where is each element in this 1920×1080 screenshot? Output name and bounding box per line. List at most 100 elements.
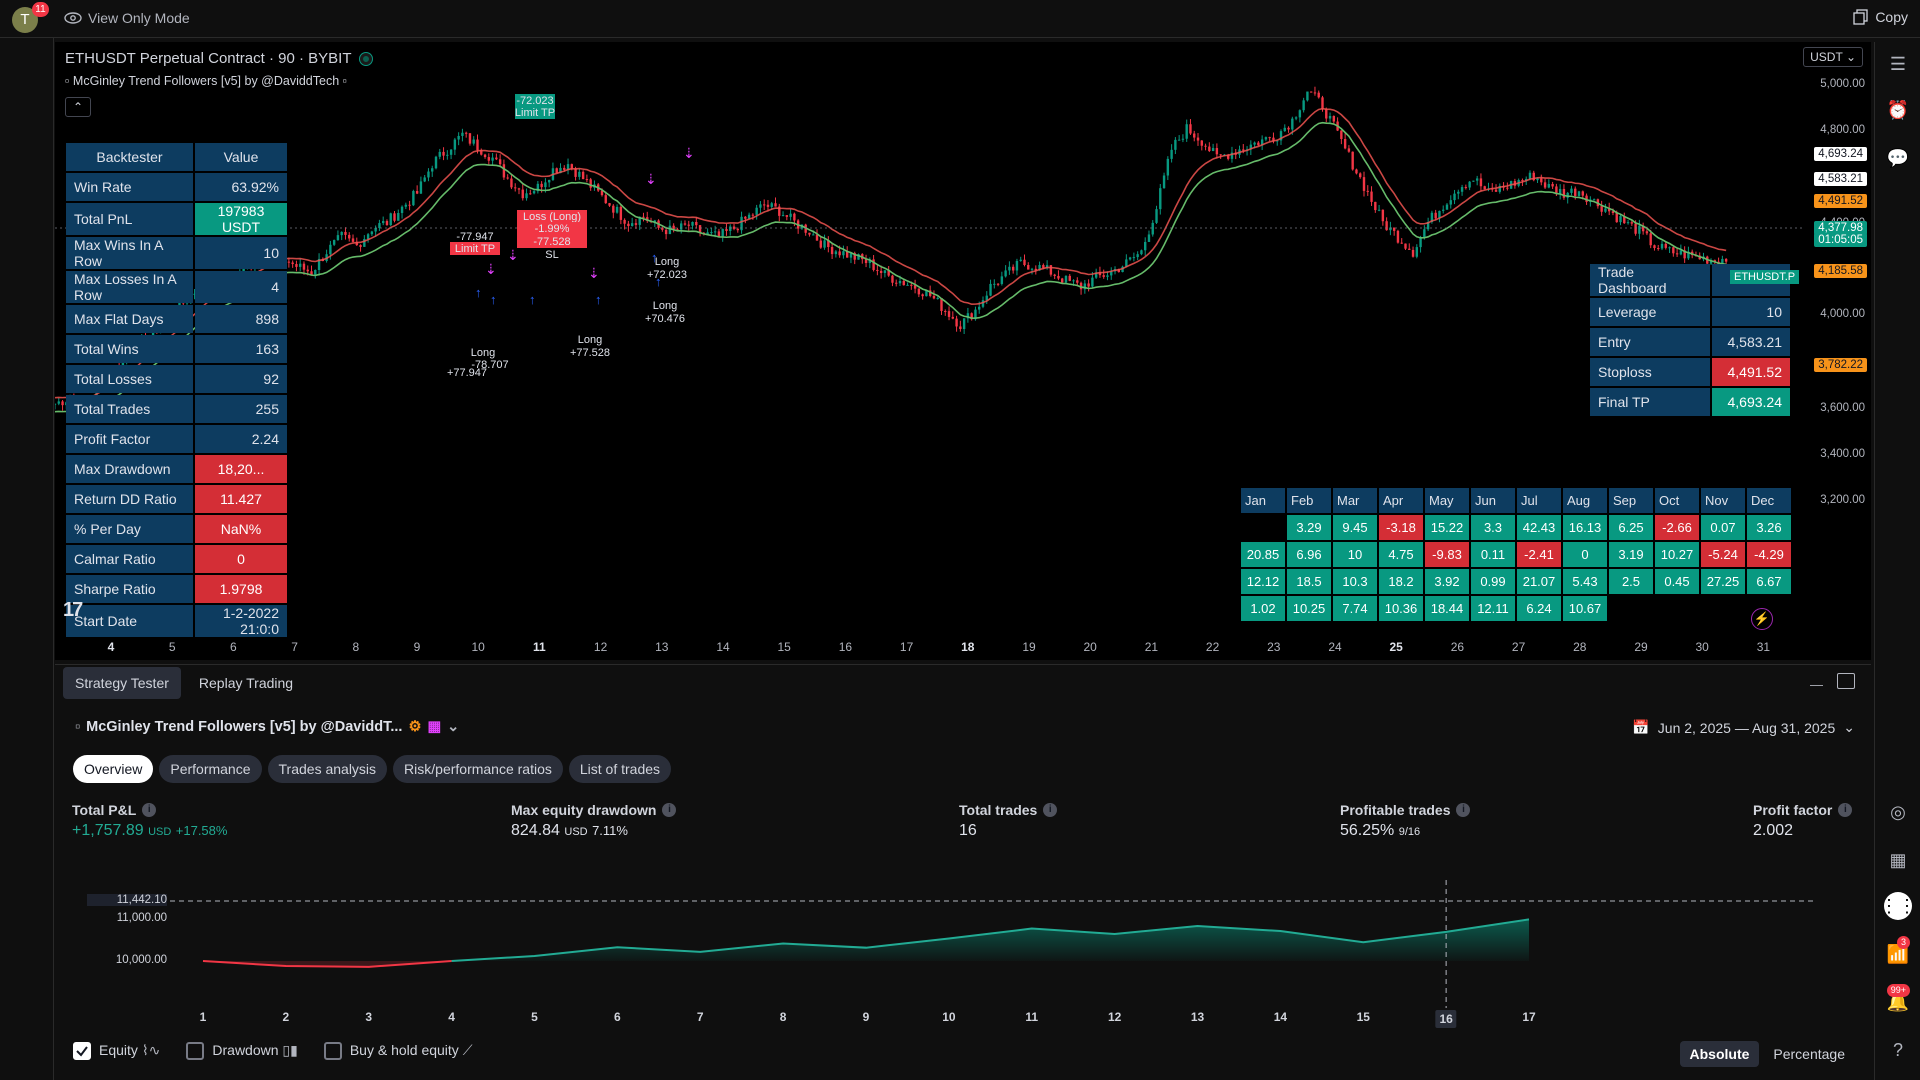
signal-feed-icon[interactable]: 📶 3 [1886, 936, 1910, 964]
price-chart[interactable]: -72.023 Limit TP Loss (Long) -1.99% -77.528 S… [55, 42, 1871, 660]
chevron-down-icon: ⌄ [447, 719, 460, 735]
checkbox-checked-icon[interactable] [73, 1042, 91, 1061]
info-icon[interactable]: i [662, 803, 677, 817]
metric-unit: USD [564, 826, 588, 838]
tab-list-of-trades[interactable]: List of trades [568, 755, 672, 783]
checkbox-icon[interactable] [186, 1042, 205, 1061]
long-entry-arrow-icon: ↑ [475, 285, 482, 300]
candle-body [1630, 222, 1634, 224]
strategy-selector[interactable]: ▫ McGinley Trend Followers [v5] by @Davi… [75, 719, 459, 735]
candle-body [381, 221, 385, 224]
help-icon[interactable]: ? [1892, 1039, 1903, 1060]
mode-absolute[interactable]: Absolute [1679, 1041, 1760, 1067]
time-tick: 16 [838, 640, 853, 654]
info-icon[interactable]: i [142, 803, 157, 817]
tab-replay-trading[interactable]: Replay Trading [198, 675, 294, 691]
apps-grid-icon[interactable]: ⋮⋮ [1880, 892, 1916, 920]
exit-arrow-icon: ⇣ [485, 261, 497, 277]
date-range-selector[interactable]: 📅 Jun 2, 2025 — Aug 31, 2025 ⌄ [1632, 719, 1855, 736]
tab-performance[interactable]: Performance [159, 755, 262, 783]
info-icon[interactable]: i [1838, 803, 1853, 817]
indicator-settings-icon[interactable]: ▫ [339, 74, 348, 88]
watchlist-icon[interactable]: ☰ [1889, 53, 1907, 74]
strategy-calendar-icon[interactable]: ▦ [427, 719, 442, 735]
candle-body [1079, 282, 1083, 290]
tab-strategy-tester[interactable]: Strategy Tester [63, 667, 181, 699]
candle-body [1438, 210, 1441, 219]
indicator-legend[interactable]: ▫ McGinley Trend Followers [v5] by @Davi… [65, 74, 347, 88]
legend-drawdown[interactable]: Drawdown ▯▮ [186, 1042, 298, 1061]
candle-body [385, 221, 389, 226]
info-icon[interactable]: i [1043, 803, 1058, 817]
tab-trades-analysis[interactable]: Trades analysis [267, 755, 388, 783]
checkbox-icon[interactable] [323, 1042, 342, 1061]
currency-select[interactable]: USDT ⌄ [1803, 47, 1863, 67]
candle-body [698, 225, 702, 233]
trade-marker-bg [450, 242, 500, 255]
candle-body [766, 204, 770, 207]
candle-body [683, 223, 687, 225]
candle-body [1268, 137, 1271, 139]
collapse-legend-button[interactable]: ⌃ [65, 97, 91, 117]
candle-body [1196, 137, 1200, 141]
candle-body [1713, 260, 1717, 262]
calendar-icon[interactable]: ▦ [1889, 849, 1907, 870]
candle-body [1125, 259, 1128, 267]
legend-buy-hold[interactable]: Buy & hold equity ⟋ [323, 1042, 473, 1061]
tab-risk-ratios[interactable]: Risk/performance ratios [393, 755, 563, 783]
notifications-icon[interactable]: 🔔 99+ [1886, 984, 1910, 1012]
copy-button[interactable]: Copy [1853, 9, 1908, 25]
dashboard-value-cell: 4,583.21 [1712, 328, 1790, 356]
lightning-icon[interactable]: ⚡ [1751, 608, 1773, 630]
metric-name-cell: Profit Factor [66, 425, 193, 453]
legend-equity[interactable]: Equity ⌇∿ [73, 1042, 160, 1061]
info-icon[interactable]: i [1456, 803, 1471, 817]
time-tick: 11 [533, 640, 546, 654]
target-icon[interactable]: ◎ [1890, 801, 1906, 822]
candle-body [412, 191, 415, 206]
price-tag: 3,782.22 [1814, 358, 1867, 372]
backtester-table: Backtester Value Win Rate 63.92% Total PnL 19… [64, 141, 289, 639]
tab-overview[interactable]: Overview [73, 755, 154, 783]
chat-icon[interactable]: 💬 [1886, 147, 1910, 168]
candle-body [397, 213, 400, 221]
maximize-panel-icon[interactable] [1837, 673, 1855, 689]
month-value-cell [1241, 515, 1285, 540]
legend-label: Equity [99, 1042, 138, 1058]
month-value-cell: 10.25 [1287, 596, 1331, 621]
candle-body [1027, 265, 1030, 270]
candle-body [1460, 187, 1464, 192]
candle-body [1038, 265, 1041, 271]
candle-body [849, 253, 853, 258]
candle-body [1396, 230, 1400, 243]
price-tag: 4,377.98 [1814, 221, 1867, 235]
notification-badge: 11 [32, 2, 49, 17]
candle-body [1328, 116, 1332, 119]
time-tick: 30 [1695, 640, 1709, 654]
candle-body [1660, 243, 1664, 249]
candle-body [61, 401, 64, 406]
month-value-cell: -4.29 [1747, 542, 1791, 567]
minimize-panel-icon[interactable]: — [1810, 677, 1823, 692]
metric-label: Profitable trades [1340, 802, 1451, 818]
candle-body [710, 232, 713, 234]
strategy-settings-icon[interactable]: ⚙ [408, 719, 422, 735]
month-value-cell: 6.96 [1287, 542, 1331, 567]
candle-body [55, 403, 57, 405]
candle-body [1679, 250, 1683, 255]
panel-tabs: Strategy Tester Replay Trading [63, 667, 305, 699]
dashboard-label-cell: Stoploss [1590, 358, 1710, 386]
view-only-mode[interactable]: View Only Mode [64, 10, 190, 26]
price-axis[interactable]: 5,000.004,800.004,400.004,000.003,600.00… [1795, 42, 1871, 642]
candle-body [1472, 180, 1475, 182]
candle-body [868, 259, 872, 264]
mode-percentage[interactable]: Percentage [1773, 1046, 1845, 1062]
equity-x-label: 10 [942, 1010, 956, 1024]
table-row: Profit Factor 2.24 [66, 425, 287, 453]
equity-curve-chart[interactable] [55, 880, 1871, 1010]
candle-body [1558, 188, 1562, 194]
alarm-clock-icon[interactable]: ⏰ [1886, 99, 1910, 120]
candle-body [857, 254, 860, 260]
candle-body [774, 203, 777, 207]
